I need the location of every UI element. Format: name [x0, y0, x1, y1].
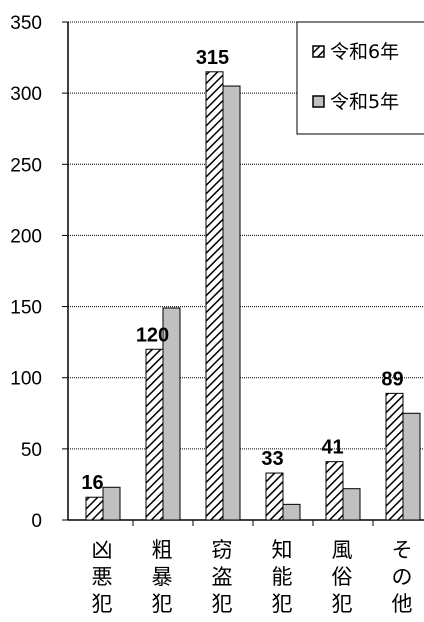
- bar-reiwa5: [102, 486, 121, 521]
- y-tick-label: 200: [10, 226, 42, 247]
- category-label: 凶: [92, 538, 113, 562]
- category-label: 悪: [92, 565, 113, 589]
- bar-reiwa6: [385, 392, 404, 521]
- data-label: 41: [321, 437, 343, 459]
- category-label: 犯: [92, 592, 113, 616]
- bar-reiwa6: [85, 496, 104, 521]
- data-label: 33: [261, 448, 283, 470]
- legend-label: 令和5年: [330, 91, 399, 113]
- data-label: 315: [196, 47, 229, 69]
- category-label: 俗: [332, 565, 353, 589]
- legend-label: 令和6年: [330, 41, 399, 63]
- legend-swatch: [312, 45, 325, 58]
- category-label: 犯: [272, 592, 293, 616]
- y-tick-label: 250: [10, 155, 42, 176]
- category-label: 盗: [212, 565, 233, 589]
- category-label: 他: [392, 592, 413, 616]
- bar-reiwa6: [325, 461, 344, 521]
- bar-reiwa5: [162, 307, 181, 521]
- bars: [85, 71, 421, 521]
- category-label: 窃: [212, 538, 233, 562]
- bar-reiwa5: [282, 503, 301, 521]
- bar-reiwa5: [342, 488, 361, 521]
- legend-box: [296, 21, 424, 135]
- y-tick-label: 150: [10, 298, 42, 319]
- y-tick-label: 350: [10, 13, 42, 34]
- axes: [62, 21, 424, 526]
- category-label: 知: [272, 538, 293, 562]
- data-label: 16: [81, 472, 103, 494]
- category-label: 風: [332, 538, 353, 562]
- legend-swatch: [312, 95, 325, 108]
- y-tick-label: 100: [10, 369, 42, 390]
- y-tick-label: 300: [10, 84, 42, 105]
- category-label: 犯: [212, 592, 233, 616]
- category-label: 犯: [332, 592, 353, 616]
- category-label: の: [392, 565, 413, 589]
- y-tick-label: 0: [31, 511, 42, 532]
- bar-reiwa5: [222, 85, 241, 521]
- data-label: 120: [136, 324, 169, 346]
- data-label: 89: [381, 368, 403, 390]
- y-tick-label: 50: [21, 440, 42, 461]
- bar-reiwa6: [145, 348, 164, 521]
- bar-reiwa5: [402, 412, 421, 521]
- bar-reiwa6: [205, 71, 224, 521]
- labels: 05010015020025030035016凶悪犯120粗暴犯315窃盗犯33…: [10, 13, 412, 616]
- category-label: そ: [392, 538, 413, 562]
- category-label: 粗: [152, 538, 173, 562]
- category-label: 能: [272, 565, 293, 589]
- category-label: 犯: [152, 592, 173, 616]
- category-label: 暴: [152, 565, 173, 589]
- bar-reiwa6: [265, 472, 284, 521]
